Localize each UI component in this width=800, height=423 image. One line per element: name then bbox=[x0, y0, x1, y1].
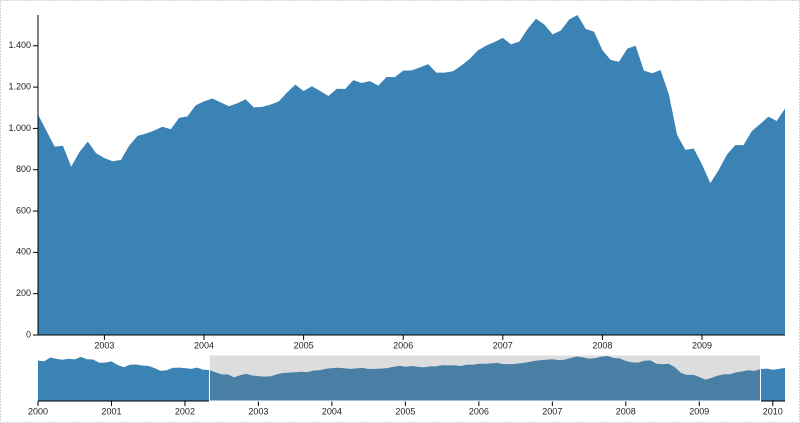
y-tick-label: 600 bbox=[16, 205, 31, 215]
context-x-tick-label: 2009 bbox=[689, 406, 709, 416]
y-tick-label: 1.200 bbox=[8, 81, 31, 91]
context-x-tick-label: 2010 bbox=[763, 406, 783, 416]
context-x-tick-label: 2005 bbox=[395, 406, 415, 416]
x-tick-label: 2005 bbox=[294, 340, 314, 350]
x-tick-label: 2008 bbox=[592, 340, 612, 350]
context-x-tick-label: 2006 bbox=[469, 406, 489, 416]
y-tick-label: 0 bbox=[26, 329, 31, 339]
brush[interactable] bbox=[208, 354, 762, 402]
x-tick-label: 2003 bbox=[94, 340, 114, 350]
y-tick-label: 400 bbox=[16, 247, 31, 257]
panel bbox=[38, 15, 785, 335]
panel bbox=[38, 356, 785, 401]
y-tick-label: 1.400 bbox=[8, 40, 31, 50]
context-x-tick-label: 2008 bbox=[616, 406, 636, 416]
x-tick-label: 2007 bbox=[493, 340, 513, 350]
context-x-tick-label: 2001 bbox=[101, 406, 121, 416]
context-x-tick-label: 2004 bbox=[322, 406, 342, 416]
y-tick-label: 800 bbox=[16, 164, 31, 174]
context-x-tick-label: 2003 bbox=[248, 406, 268, 416]
context-area bbox=[38, 356, 785, 401]
context-x-tick-label: 2007 bbox=[542, 406, 562, 416]
x-tick-label: 2004 bbox=[194, 340, 214, 350]
context-x-tick-label: 2002 bbox=[175, 406, 195, 416]
x-tick-label: 2006 bbox=[393, 340, 413, 350]
context-x-tick-label: 2000 bbox=[28, 406, 48, 416]
focus-area bbox=[38, 15, 785, 335]
y-tick-label: 1.000 bbox=[8, 123, 31, 133]
y-tick-label: 200 bbox=[16, 288, 31, 298]
x-tick-label: 2009 bbox=[692, 340, 712, 350]
